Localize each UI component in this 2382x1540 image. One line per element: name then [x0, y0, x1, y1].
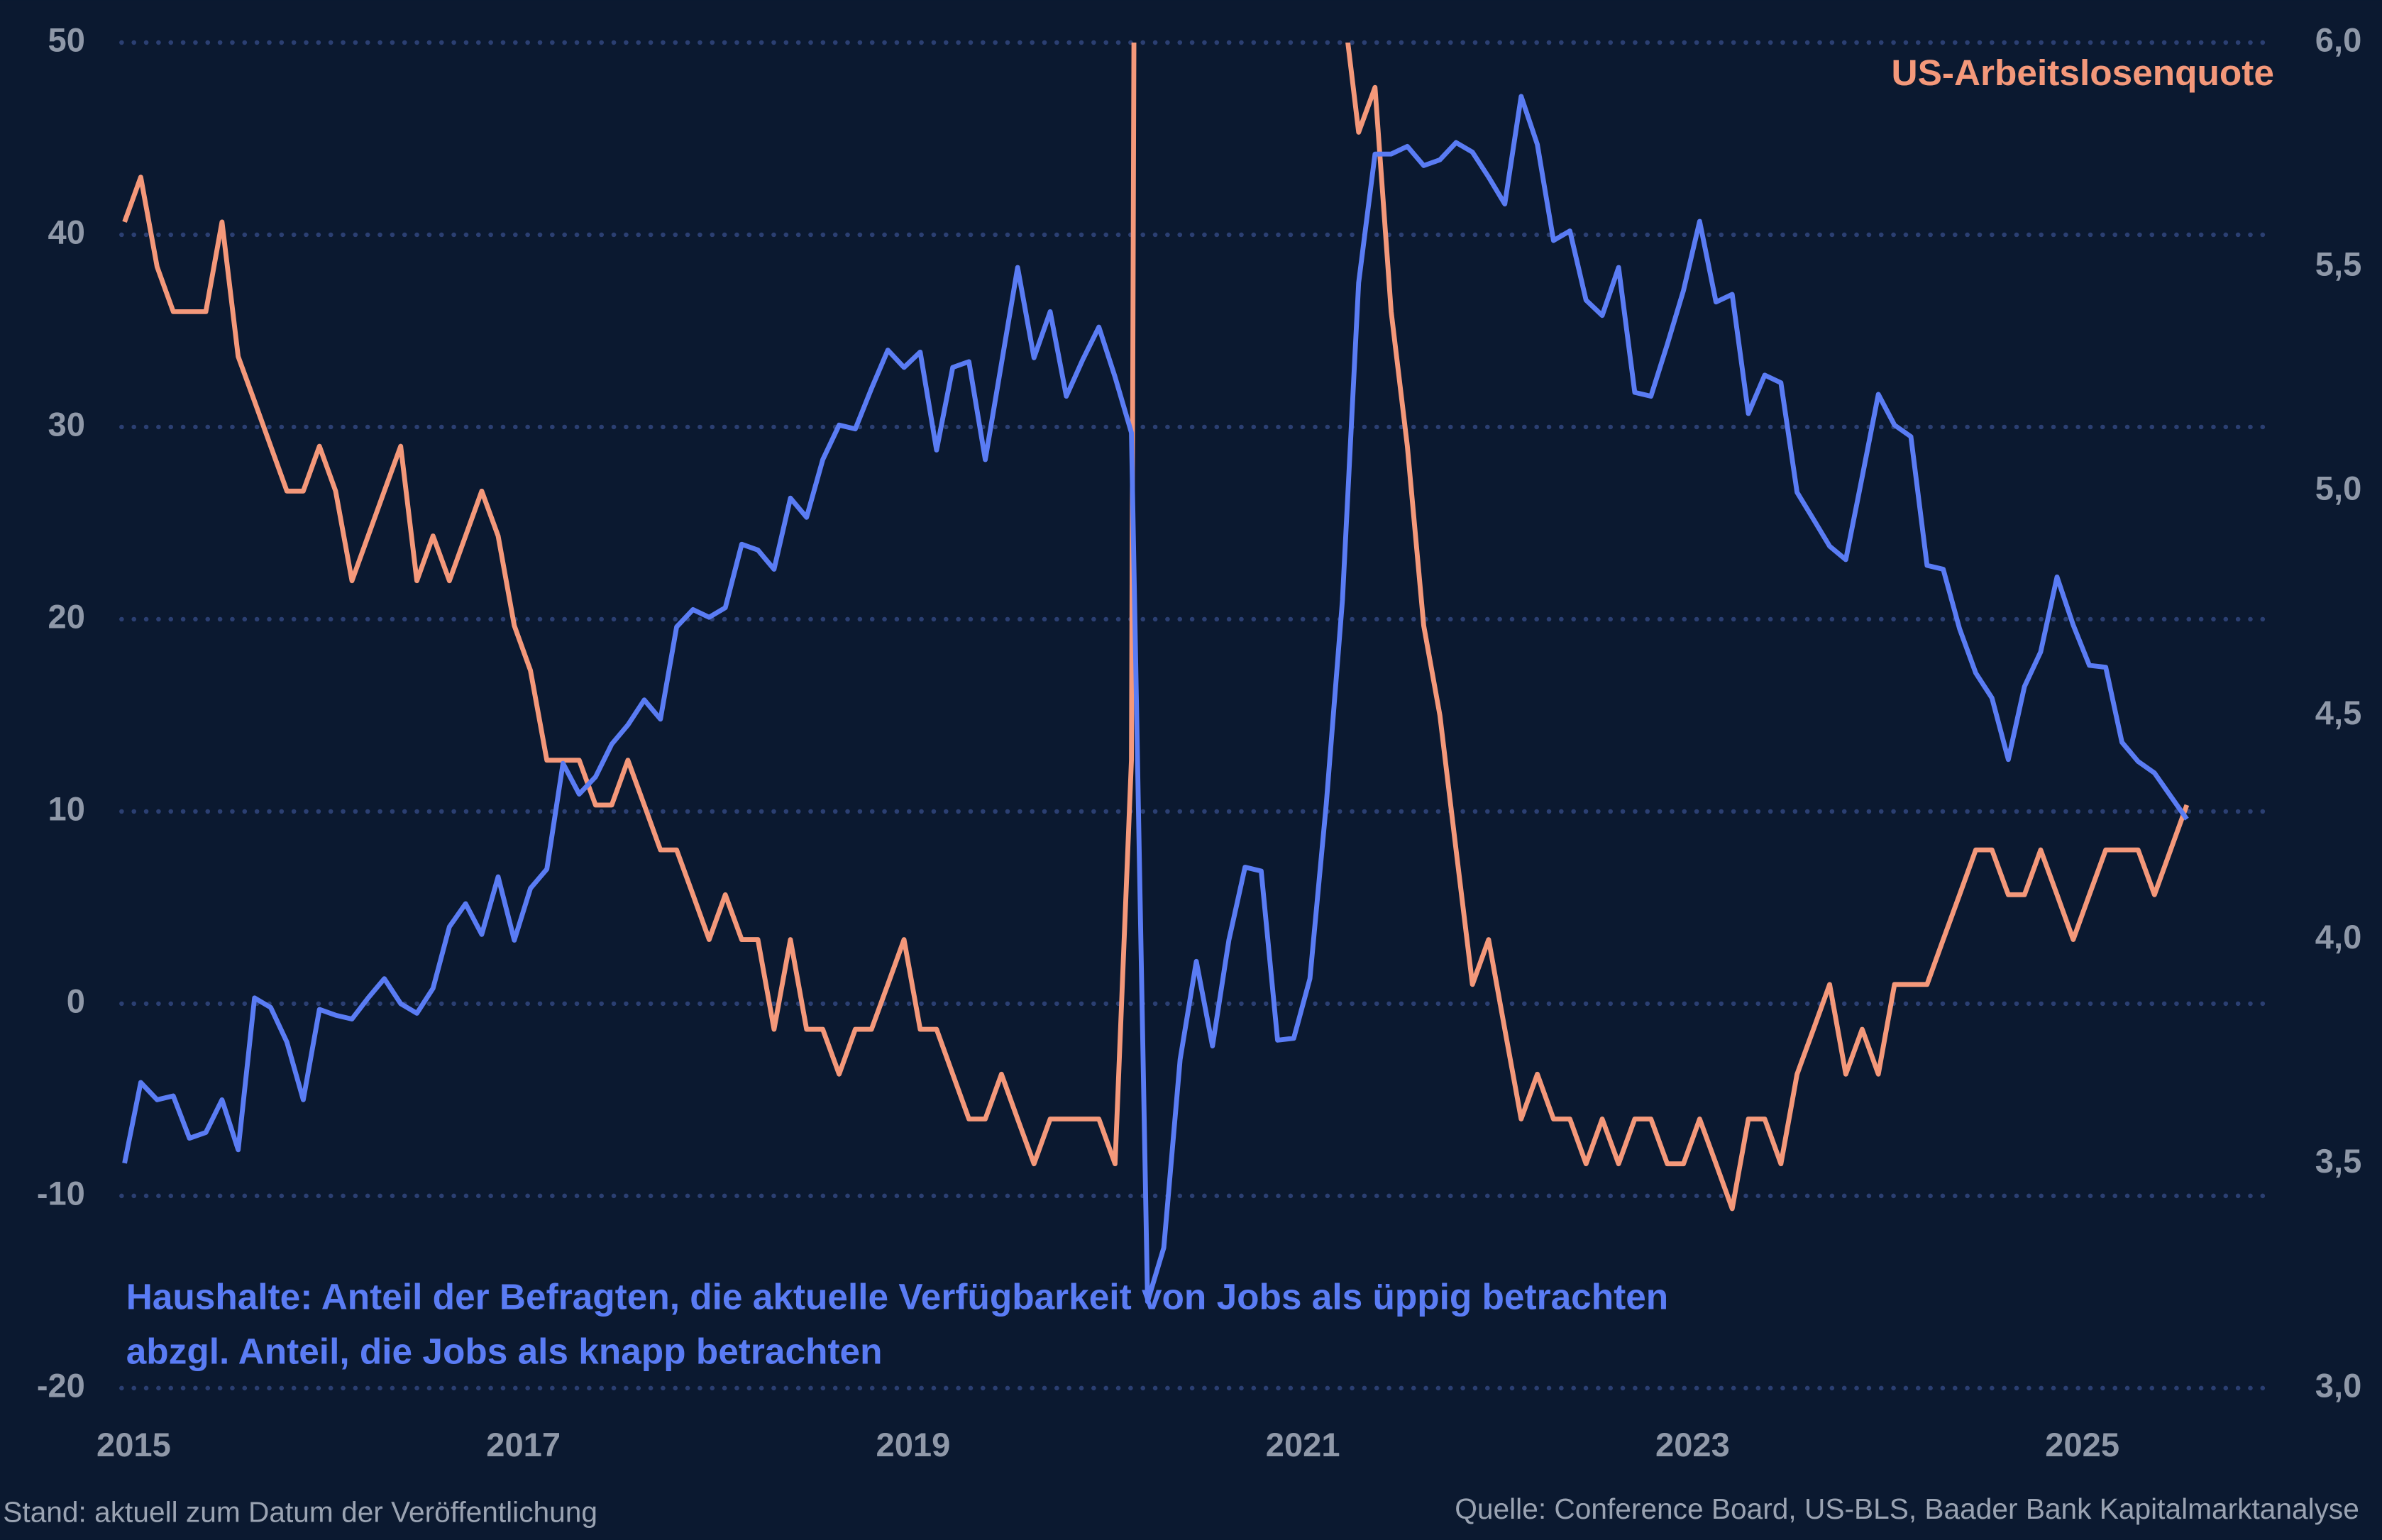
x-tick-label: 2023 — [1655, 1426, 1730, 1463]
x-tick-label: 2025 — [2045, 1426, 2119, 1463]
x-tick-label: 2017 — [486, 1426, 561, 1463]
x-tick-label: 2015 — [97, 1426, 171, 1463]
y-tick-label: 10 — [48, 790, 85, 827]
y2-tick-label: 4,0 — [2315, 918, 2361, 955]
x-tick-label: 2019 — [876, 1426, 951, 1463]
series-label: US-Arbeitslosenquote — [1891, 52, 2274, 93]
grid — [119, 40, 2277, 1391]
series-line — [122, 42, 2190, 1212]
y2-tick-label: 5,5 — [2315, 245, 2361, 283]
x-tick-label: 2021 — [1266, 1426, 1340, 1463]
y2-tick-label: 3,5 — [2315, 1142, 2361, 1180]
series-label: Haushalte: Anteil der Befragten, die akt… — [126, 1276, 1668, 1317]
footer-source: Quelle: Conference Board, US-BLS, Baader… — [1455, 1492, 2359, 1525]
y-tick-label: -10 — [37, 1174, 85, 1212]
y2-tick-label: 4,5 — [2315, 694, 2361, 731]
series-label: abzgl. Anteil, die Jobs als knapp betrac… — [126, 1331, 883, 1372]
y-tick-label: 30 — [48, 405, 85, 443]
y-tick-label: 50 — [48, 21, 85, 58]
y-tick-label: -20 — [37, 1366, 85, 1404]
y2-tick-label: 6,0 — [2315, 21, 2361, 58]
y-tick-label: 0 — [67, 982, 85, 1019]
plot-area — [122, 42, 2190, 1304]
footer-note: Stand: aktuell zum Datum der Veröffentli… — [3, 1495, 597, 1528]
y2-tick-label: 5,0 — [2315, 470, 2361, 507]
series-line — [122, 94, 2189, 1304]
y-tick-label: 40 — [48, 213, 85, 250]
y2-tick-label: 3,0 — [2315, 1366, 2361, 1404]
y-tick-label: 20 — [48, 597, 85, 635]
